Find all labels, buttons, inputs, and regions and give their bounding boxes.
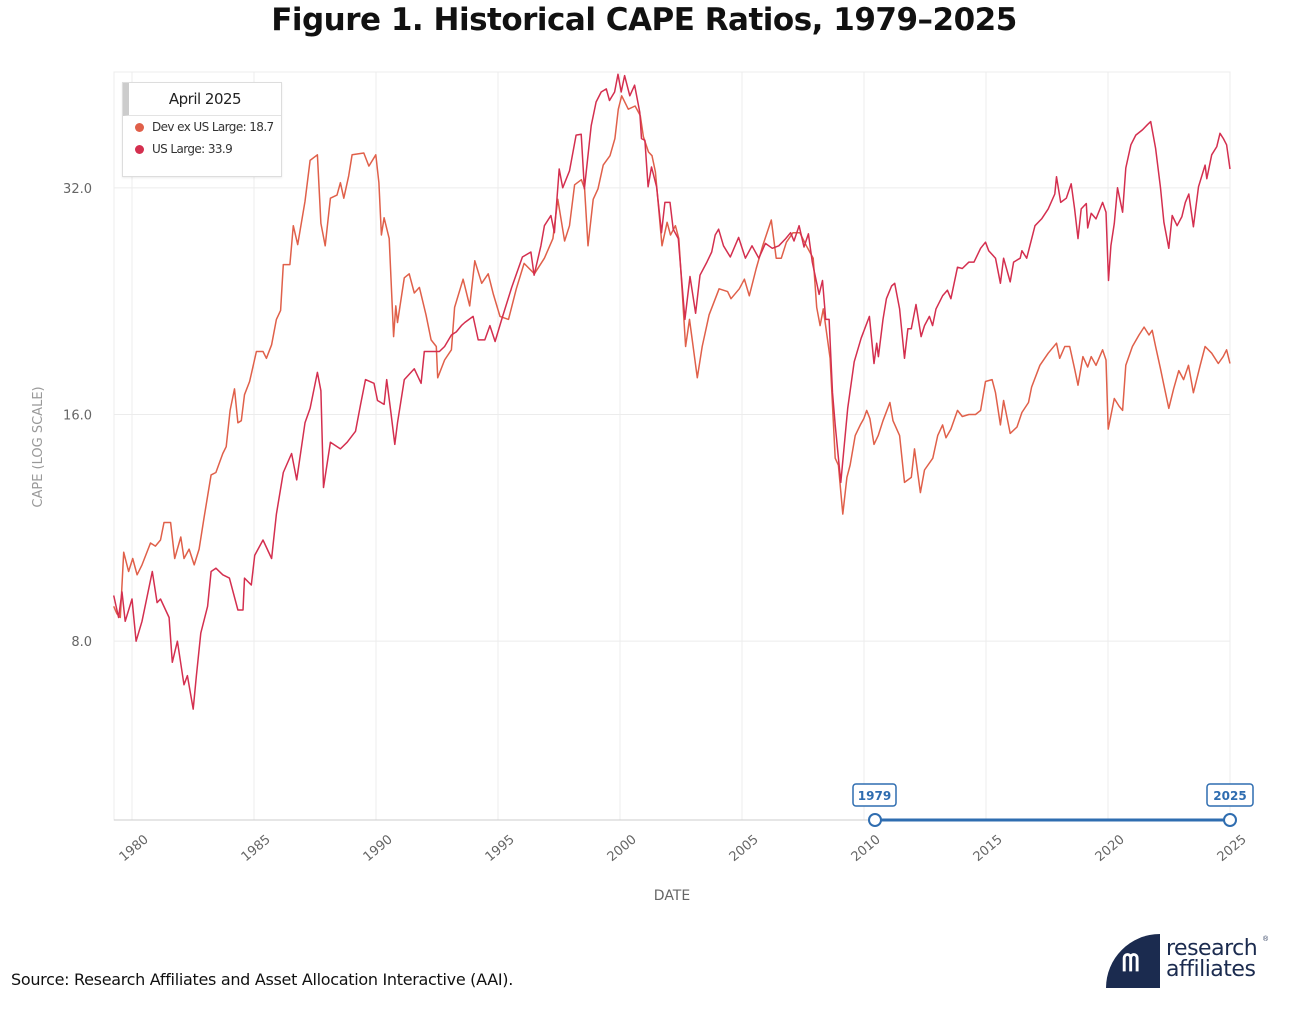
- logo-line2: affiliates: [1166, 957, 1256, 982]
- axes: 1980 1985 1990 1995 2000 2005 2010 2015 2020 2025…: [31, 182, 1250, 904]
- x-tick-label: 2000: [605, 832, 640, 865]
- legend-item-dev-ex-us: Dev ex US Large: 18.7: [123, 116, 281, 138]
- y-tick-label: 8.0: [71, 635, 92, 650]
- series-line-us-large: [112, 73, 1231, 710]
- x-tick-label: 2025: [1215, 832, 1250, 865]
- slider-end-handle[interactable]: [1223, 813, 1237, 827]
- logo-text: research affiliates: [1166, 936, 1258, 982]
- plot-area: [113, 71, 1231, 821]
- x-tick-label: 2015: [971, 832, 1006, 865]
- slider-end-text: 2025: [1213, 789, 1246, 803]
- legend-label: US Large: 33.9: [152, 142, 233, 156]
- x-axis-label: DATE: [654, 888, 690, 904]
- logo-line1: research: [1166, 936, 1258, 961]
- slider-end-label: 2025: [1206, 783, 1254, 807]
- logo-mark-icon: ᗰ: [1106, 934, 1160, 988]
- series-dot-icon: [135, 144, 144, 154]
- x-tick-label: 1990: [361, 832, 396, 865]
- series-group: [112, 73, 1231, 710]
- date-range-slider[interactable]: 1979 2025: [852, 783, 1254, 827]
- x-tick-label: 1985: [239, 832, 274, 865]
- chart-title: Figure 1. Historical CAPE Ratios, 1979–2…: [271, 2, 1017, 38]
- series-dot-icon: [135, 122, 144, 132]
- legend-label: Dev ex US Large: 18.7: [152, 120, 274, 134]
- slider-start-label: 1979: [852, 783, 897, 807]
- slider-start-text: 1979: [858, 789, 891, 803]
- slider-start-handle[interactable]: [868, 813, 882, 827]
- x-tick-label: 1995: [483, 832, 518, 865]
- legend-header: April 2025: [123, 83, 281, 116]
- x-tick-label: 2010: [849, 832, 884, 865]
- y-axis-label: CAPE (LOG SCALE): [31, 386, 46, 507]
- grid: [113, 71, 1231, 821]
- source-note: Source: Research Affiliates and Asset Al…: [11, 970, 513, 989]
- x-tick-label: 1980: [117, 832, 152, 865]
- registered-mark-icon: ®: [1263, 936, 1269, 943]
- series-line-dev-ex-us-large: [113, 95, 1231, 619]
- y-tick-label: 16.0: [63, 408, 92, 423]
- x-tick-label: 2020: [1093, 832, 1128, 865]
- x-tick-label: 2005: [727, 832, 762, 865]
- research-affiliates-logo: ᗰ research affiliates ®: [1106, 934, 1276, 990]
- legend-item-us-large: US Large: 33.9: [123, 138, 281, 160]
- legend-tooltip: April 2025 Dev ex US Large: 18.7 US Larg…: [122, 82, 282, 177]
- y-tick-label: 32.0: [63, 182, 92, 197]
